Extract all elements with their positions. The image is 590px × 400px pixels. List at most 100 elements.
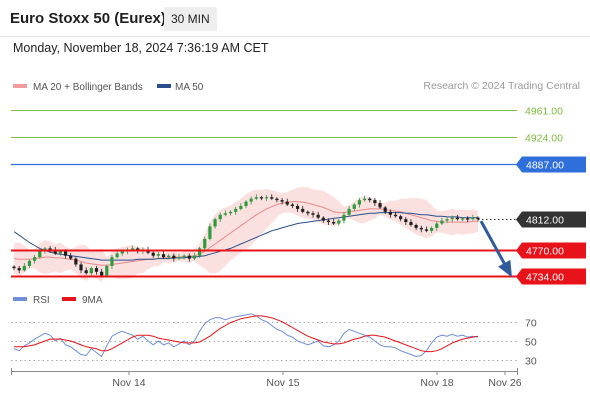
candle — [337, 219, 341, 226]
rsi-panel: 30 50 70 — [11, 313, 537, 368]
candle-body — [33, 257, 37, 261]
candle — [404, 216, 408, 225]
bollinger-band — [14, 186, 478, 282]
candle-body — [12, 266, 16, 269]
time-tick-label: Nov 14 — [112, 377, 145, 389]
candle-body — [455, 217, 459, 220]
candle-body — [203, 238, 207, 249]
candle-body — [167, 255, 171, 258]
level-tag — [516, 156, 586, 173]
candle-body — [280, 200, 284, 202]
candle — [362, 195, 367, 202]
candle-body — [357, 200, 362, 205]
candle-body — [259, 197, 264, 199]
candle — [48, 246, 52, 253]
candle-body — [306, 211, 310, 214]
key-levels: 4961.00 4924.00 4887.00 4812.00 4770.00 4734.… — [11, 106, 586, 285]
candle — [440, 217, 444, 225]
candle — [228, 210, 233, 216]
last-price-label: 4812.00 — [526, 215, 564, 227]
candle-body — [120, 251, 124, 254]
candle-body — [38, 251, 42, 258]
level-4924.00: 4924.00 — [11, 133, 563, 145]
candle — [74, 257, 78, 267]
candle-body — [213, 219, 217, 227]
candle — [27, 259, 32, 269]
interval-badge[interactable]: 30 MIN — [164, 7, 217, 31]
candle — [357, 197, 362, 208]
ma9-legend-label: 9MA — [82, 295, 103, 306]
candle-body — [172, 255, 176, 259]
level-tag — [516, 268, 586, 285]
candle — [167, 254, 171, 260]
candle-body — [228, 211, 233, 214]
candle — [466, 216, 470, 223]
level-4734.00: 4734.00 — [11, 268, 586, 285]
chart-header: Euro Stoxx 50 (Eurex) 30 MIN — [0, 0, 590, 36]
candle-body — [58, 251, 62, 254]
candle — [316, 211, 320, 220]
candle — [12, 265, 16, 271]
candle — [177, 254, 181, 261]
candle-body — [48, 248, 52, 250]
candle-body — [435, 223, 439, 228]
candle-body — [182, 255, 186, 258]
candle-body — [79, 264, 83, 271]
candle-body — [326, 220, 331, 223]
candle — [285, 198, 289, 206]
candle — [218, 212, 222, 223]
candle-body — [275, 198, 279, 201]
candle — [332, 219, 336, 225]
candle — [265, 195, 269, 201]
rsi-legend-swatch — [13, 297, 27, 301]
level-4887.00: 4887.00 — [11, 156, 586, 173]
candle-body — [156, 254, 160, 256]
candle-body — [234, 208, 238, 212]
ma50-legend-label: MA 50 — [175, 82, 204, 93]
candle-body — [270, 197, 274, 199]
bollinger-band-area — [14, 186, 478, 282]
level-label: 4734.00 — [526, 272, 564, 284]
candle — [234, 206, 238, 215]
candle — [244, 200, 248, 209]
candle-body — [383, 207, 387, 212]
candle-body — [218, 214, 222, 220]
candle-body — [254, 197, 258, 199]
candle — [368, 197, 372, 203]
rsi-ma-line — [14, 315, 479, 353]
time-axis: Nov 14 Nov 15 Nov 18 Nov 26 — [11, 368, 522, 389]
candle — [460, 216, 465, 222]
candle — [295, 203, 300, 212]
candle-body — [393, 214, 398, 217]
candle-body — [311, 213, 315, 215]
candle — [476, 216, 480, 222]
candle-body — [265, 197, 269, 199]
candle-body — [285, 201, 289, 205]
time-tick-label: Nov 26 — [488, 377, 521, 389]
candle-body — [161, 254, 166, 258]
candle-body — [17, 268, 21, 271]
candle — [105, 264, 109, 278]
candle — [393, 211, 398, 218]
candle-body — [352, 204, 356, 209]
candle-body — [110, 257, 114, 266]
candle — [455, 214, 459, 221]
candle-body — [249, 198, 253, 202]
candle-body — [337, 220, 341, 224]
ma50-line — [13, 212, 478, 261]
candle-body — [368, 198, 372, 201]
resistance-label: 4961.00 — [525, 106, 563, 118]
candle-body — [373, 200, 377, 204]
candle-body — [239, 205, 243, 209]
level-4770.00: 4770.00 — [11, 242, 586, 259]
candle-body — [399, 216, 403, 220]
candle-body — [89, 268, 93, 274]
candle-body — [460, 218, 465, 220]
candle — [414, 223, 418, 231]
candle-body — [440, 220, 444, 224]
candle — [409, 219, 413, 227]
ma50-legend-swatch — [157, 84, 171, 88]
candle — [306, 210, 310, 216]
candle — [115, 250, 119, 259]
